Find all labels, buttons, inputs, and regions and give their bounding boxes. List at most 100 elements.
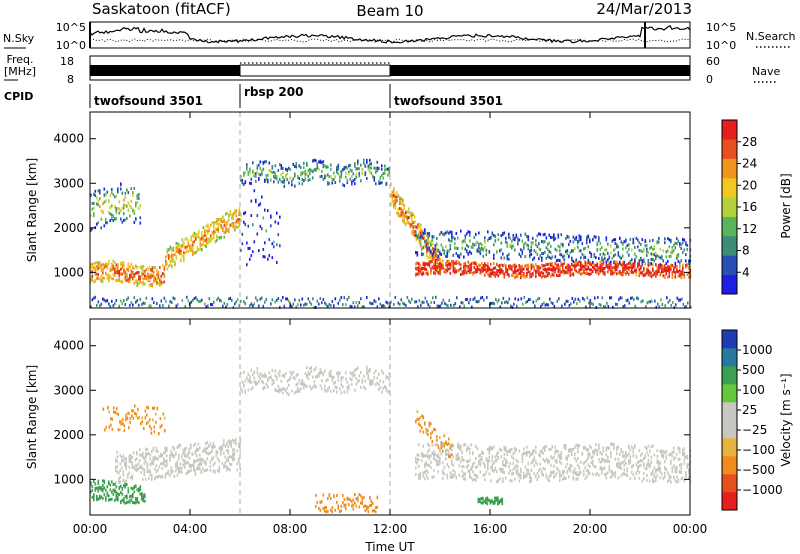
velocity-echo-cell bbox=[169, 474, 171, 478]
velocity-echo-cell bbox=[199, 446, 201, 450]
power-echo-cell bbox=[538, 272, 540, 276]
power-echo-cell bbox=[524, 276, 527, 280]
power-echo-cell bbox=[456, 296, 458, 300]
power-echo-cell bbox=[535, 269, 537, 273]
power-echo-cell bbox=[493, 273, 495, 277]
power-echo-cell bbox=[533, 268, 536, 272]
power-echo-cell bbox=[397, 213, 400, 217]
power-echo-cell bbox=[520, 265, 522, 269]
power-echo-cell bbox=[520, 268, 522, 272]
velocity-echo-cell bbox=[328, 493, 331, 497]
velocity-echo-cell bbox=[172, 469, 174, 473]
power-echo-cell bbox=[339, 298, 341, 302]
power-echo-cell bbox=[418, 236, 420, 240]
power-echo-cell bbox=[381, 181, 383, 185]
velocity-echo-cell bbox=[325, 390, 328, 393]
velocity-echo-cell bbox=[461, 465, 464, 469]
power-echo-cell bbox=[572, 264, 575, 268]
power-echo-cell bbox=[127, 209, 130, 213]
power-echo-cell bbox=[177, 247, 179, 251]
power-echo-cell bbox=[571, 268, 573, 272]
power-echo-cell bbox=[114, 267, 116, 271]
velocity-echo-cell bbox=[339, 387, 341, 391]
velocity-echo-cell bbox=[131, 463, 134, 467]
power-echo-cell bbox=[484, 245, 486, 249]
power-echo-cell bbox=[159, 280, 161, 284]
cpid-label: CPID bbox=[4, 90, 33, 103]
power-echo-cell bbox=[644, 240, 647, 244]
power-echo-cell bbox=[120, 272, 122, 276]
velocity-echo-cell bbox=[319, 371, 322, 375]
power-echo-cell bbox=[217, 230, 220, 233]
power-echo-cell bbox=[253, 172, 256, 176]
power-echo-cell bbox=[172, 248, 175, 252]
power-echo-cell bbox=[515, 233, 518, 237]
velocity-echo-cell bbox=[598, 473, 600, 477]
power-echo-cell bbox=[475, 232, 477, 236]
velocity-echo-cell bbox=[503, 463, 506, 467]
power-echo-cell bbox=[586, 267, 588, 271]
power-echo-cell bbox=[454, 261, 456, 265]
velocity-echo-cell bbox=[363, 374, 365, 378]
velocity-echo-cell bbox=[592, 460, 594, 463]
velocity-echo-cell bbox=[511, 479, 513, 483]
velocity-echo-cell bbox=[348, 384, 350, 388]
power-echo-cell bbox=[436, 242, 438, 246]
power-echo-cell bbox=[469, 298, 472, 302]
power-echo-cell bbox=[304, 177, 307, 181]
velocity-echo-cell bbox=[119, 454, 122, 457]
power-echo-cell bbox=[502, 252, 504, 256]
velocity-echo-cell bbox=[464, 443, 467, 447]
power-echo-cell bbox=[324, 164, 326, 168]
power-echo-cell bbox=[205, 235, 208, 239]
velocity-echo-cell bbox=[203, 460, 206, 464]
velocity-echo-cell bbox=[203, 449, 206, 453]
power-echo-cell bbox=[632, 270, 635, 274]
velocity-echo-cell bbox=[434, 458, 437, 462]
power-echo-cell bbox=[520, 276, 522, 280]
power-echo-cell bbox=[451, 230, 453, 234]
velocity-echo-cell bbox=[100, 486, 103, 490]
velocity-echo-cell bbox=[560, 451, 563, 454]
power-echo-cell bbox=[120, 267, 122, 271]
power-echo-cell bbox=[349, 168, 352, 172]
power-echo-cell bbox=[688, 275, 690, 279]
power-echo-cell bbox=[267, 257, 269, 261]
power-echo-cell bbox=[467, 245, 470, 249]
velocity-echo-cell bbox=[378, 388, 380, 392]
velocity-echo-cell bbox=[327, 509, 329, 513]
velocity-echo-cell bbox=[261, 379, 263, 383]
power-echo-cell bbox=[183, 244, 185, 248]
power-echo-cell bbox=[153, 266, 155, 270]
velocity-echo-cell bbox=[562, 477, 564, 481]
power-echo-cell bbox=[682, 241, 684, 245]
power-echo-cell bbox=[429, 255, 431, 259]
velocity-echo-cell bbox=[91, 485, 94, 488]
power-echo-cell bbox=[435, 295, 437, 299]
power-echo-cell bbox=[97, 189, 100, 193]
power-echo-cell bbox=[608, 266, 611, 270]
power-echo-cell bbox=[282, 176, 284, 179]
velocity-echo-cell bbox=[146, 448, 149, 452]
power-echo-cell bbox=[466, 297, 469, 301]
power-echo-cell bbox=[318, 167, 320, 171]
power-echo-cell bbox=[177, 250, 179, 254]
velocity-echo-cell bbox=[452, 469, 455, 472]
velocity-echo-cell bbox=[155, 475, 158, 479]
velocity-echo-cell bbox=[476, 465, 479, 468]
power-echo-cell bbox=[364, 173, 367, 177]
power-echo-cell bbox=[568, 235, 570, 239]
power-echo-cell bbox=[430, 271, 432, 275]
power-echo-cell bbox=[564, 302, 566, 306]
velocity-echo-cell bbox=[250, 368, 253, 372]
power-echo-cell bbox=[674, 275, 677, 279]
velocity-echo-cell bbox=[259, 372, 262, 376]
velocity-echo-cell bbox=[261, 374, 263, 378]
power-echo-cell bbox=[297, 176, 299, 179]
power-echo-cell bbox=[537, 297, 539, 301]
power-echo-cell bbox=[550, 256, 552, 260]
power-echo-cell bbox=[436, 255, 439, 259]
power-echo-cell bbox=[411, 230, 413, 234]
velocity-echo-cell bbox=[370, 381, 373, 385]
power-echo-cell bbox=[378, 297, 380, 301]
